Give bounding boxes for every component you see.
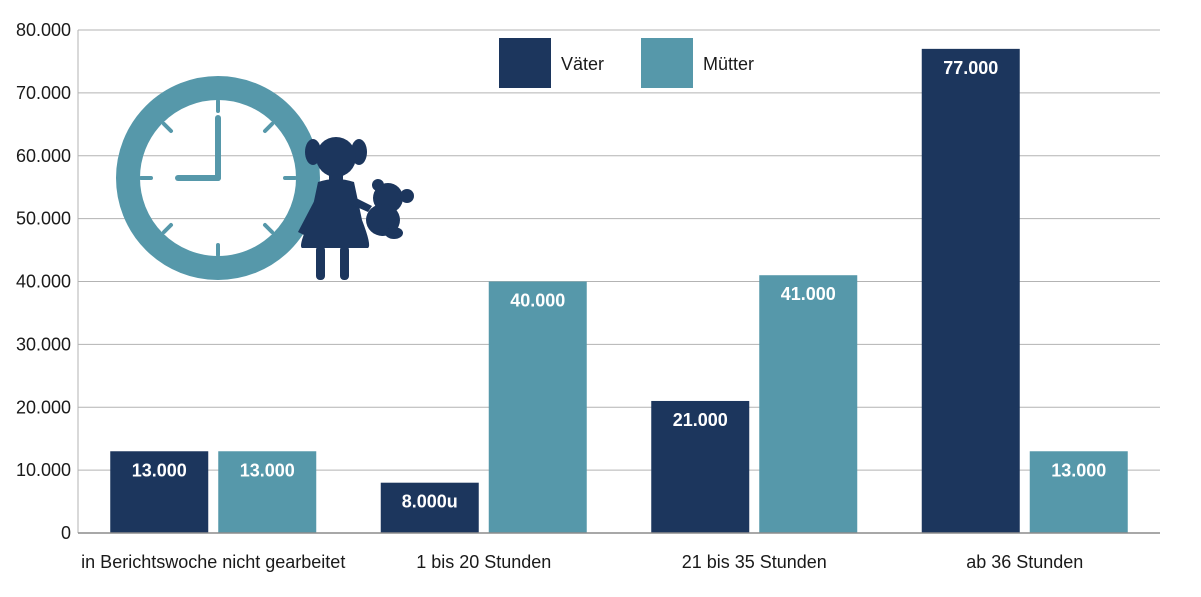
x-category-label: ab 36 Stunden — [966, 552, 1083, 572]
bar-value-label: 21.000 — [673, 410, 728, 430]
bar-vaeter-2 — [651, 400, 750, 533]
bar-muetter-0 — [218, 451, 317, 533]
bars — [110, 48, 1128, 534]
bar-value-label: 77.000 — [943, 58, 998, 78]
x-category-label: in Berichtswoche nicht gearbeitet — [81, 552, 345, 572]
bar-value-labels: 13.000 13.000 8.000u 40.000 21.000 41.000 77.0… — [132, 58, 1107, 512]
y-tick-label: 0 — [61, 523, 71, 543]
y-tick-label: 60.000 — [16, 146, 71, 166]
x-axis-category-labels: in Berichtswoche nicht gearbeitet 1 bis 2… — [81, 552, 1083, 572]
bar-vaeter-3 — [921, 48, 1020, 534]
y-tick-label: 40.000 — [16, 272, 71, 292]
y-tick-label: 10.000 — [16, 460, 71, 480]
bar-value-label: 13.000 — [240, 460, 295, 480]
y-tick-label: 70.000 — [16, 83, 71, 103]
girl-with-teddy-icon — [298, 137, 414, 280]
legend-swatch-muetter — [641, 38, 693, 88]
y-tick-label: 20.000 — [16, 397, 71, 417]
bar-vaeter-1 — [380, 482, 479, 533]
bar-vaeter-0 — [110, 451, 209, 533]
bar-value-label: 13.000 — [1051, 460, 1106, 480]
bar-value-label: 8.000u — [402, 492, 458, 512]
bar-muetter-3 — [1029, 451, 1128, 533]
y-tick-label: 30.000 — [16, 334, 71, 354]
bar-value-label: 41.000 — [781, 284, 836, 304]
legend-swatch-vaeter — [499, 38, 551, 88]
legend-label-muetter: Mütter — [703, 54, 754, 74]
bar-value-label: 13.000 — [132, 460, 187, 480]
y-tick-label: 80.000 — [16, 20, 71, 40]
bar-muetter-2 — [759, 275, 858, 533]
x-category-label: 1 bis 20 Stunden — [416, 552, 551, 572]
legend: Väter Mütter — [499, 38, 754, 88]
bar-value-label: 40.000 — [510, 291, 565, 311]
y-axis-ticks: 0 10.000 20.000 30.000 40.000 50.000 60.000 70.… — [16, 20, 71, 543]
y-tick-label: 50.000 — [16, 209, 71, 229]
legend-label-vaeter: Väter — [561, 54, 604, 74]
clock-icon — [116, 76, 320, 280]
x-category-label: 21 bis 35 Stunden — [682, 552, 827, 572]
bar-muetter-1 — [488, 281, 587, 533]
